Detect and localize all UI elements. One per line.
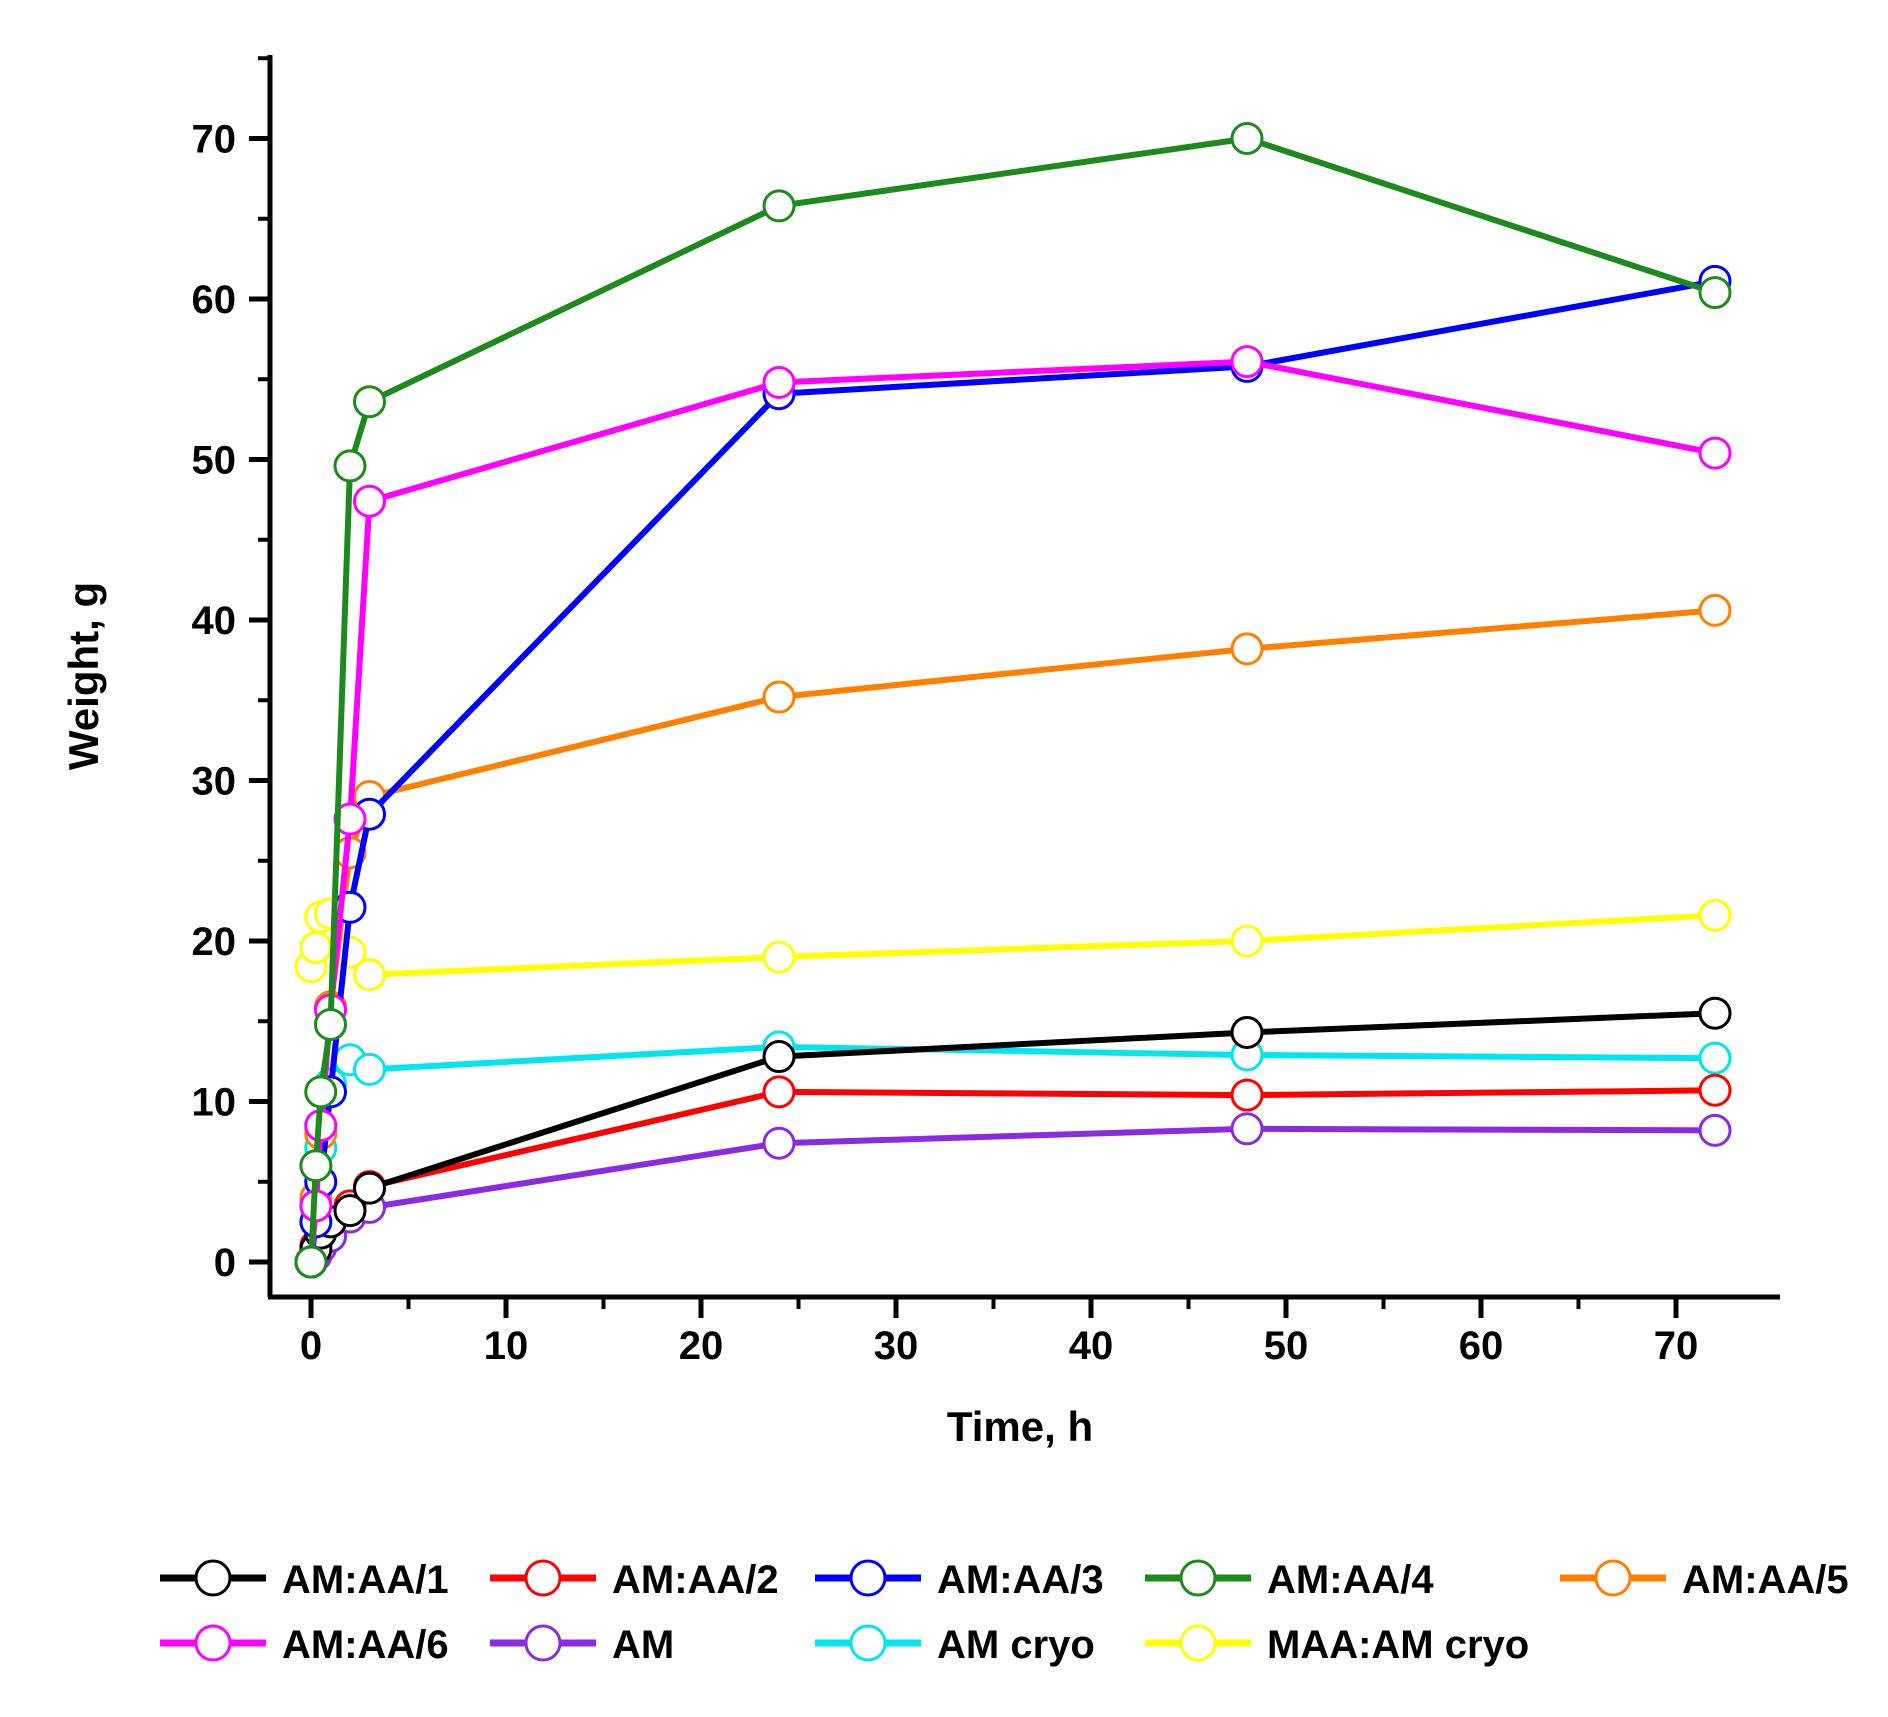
legend-marker-maa-am-cryo: [1179, 1624, 1217, 1662]
legend-item-am-cryo: AM cryo: [815, 1623, 1095, 1667]
data-point-am-aa-1: [353, 1171, 386, 1205]
y-tick-label-10: 10: [192, 1081, 237, 1125]
data-point-am-aa-6: [762, 365, 796, 399]
data-point-am-aa-5: [1230, 632, 1264, 666]
legend-marker-am-aa-2: [524, 1559, 562, 1597]
x-tick-label-20: 20: [679, 1324, 724, 1368]
data-point-maa-am-cryo: [1698, 898, 1732, 932]
legend-item-am-aa-2: AM:AA/2: [490, 1558, 779, 1602]
series-am-aa-2: [294, 1073, 1732, 1279]
legend: AM:AA/1 AM:AA/2 AM:AA/3 AM:AA/4 AM:AA/5 AM:AA…: [160, 1558, 1849, 1667]
data-point-am-aa-4: [353, 385, 386, 419]
legend-label-am-aa-2: AM:AA/2: [612, 1558, 779, 1602]
series-line-am-aa-3: [308, 278, 1716, 1263]
data-point-am-aa-6: [1698, 436, 1732, 470]
x-tick-label-10: 10: [484, 1324, 529, 1368]
data-point-maa-am-cryo: [762, 940, 796, 974]
y-tick-label-70: 70: [192, 118, 237, 162]
data-point-am-aa-2: [1230, 1078, 1264, 1112]
series-am: [294, 1112, 1732, 1279]
series-line-am-aa-2: [308, 1087, 1716, 1263]
legend-marker-am-aa-6: [194, 1624, 232, 1662]
ticks-layer: 0 10 20 30 40 50 60 70 0 10 20 30 40 50 60 70: [192, 56, 1699, 1368]
legend-marker-am-aa-4: [1179, 1559, 1217, 1597]
data-point-maa-am-cryo: [353, 958, 386, 992]
legend-label-am-aa-5: AM:AA/5: [1682, 1558, 1849, 1602]
legend-item-am-aa-6: AM:AA/6: [160, 1623, 449, 1667]
data-point-am-aa-2: [762, 1075, 796, 1109]
data-point-am-aa-4: [294, 1245, 328, 1279]
data-point-am-aa-1: [762, 1040, 796, 1074]
x-tick-label-30: 30: [874, 1324, 919, 1368]
legend-label-maa-am-cryo: MAA:AM cryo: [1267, 1623, 1529, 1667]
legend-label-am-aa-3: AM:AA/3: [937, 1558, 1104, 1602]
x-tick-label-40: 40: [1069, 1324, 1114, 1368]
y-axis-title: Weight, g: [60, 582, 107, 770]
legend-marker-am-aa-5: [1594, 1559, 1632, 1597]
axes-layer: [267, 55, 1780, 1300]
x-tick-label-50: 50: [1264, 1324, 1309, 1368]
legend-item-am-aa-3: AM:AA/3: [815, 1558, 1104, 1602]
series-line-am-aa-5: [308, 607, 1716, 1263]
data-point-am-aa-5: [1698, 593, 1732, 627]
legend-marker-am-aa-3: [849, 1559, 887, 1597]
data-point-am-aa-1: [1698, 996, 1732, 1030]
y-tick-label-20: 20: [192, 920, 237, 964]
data-point-am-aa-6: [353, 484, 386, 518]
series-am-aa-4: [294, 122, 1732, 1279]
legend-label-am-aa-1: AM:AA/1: [282, 1558, 449, 1602]
series-layer: [294, 122, 1732, 1279]
series-line-maa-am-cryo: [308, 910, 1716, 978]
data-point-am-aa-4: [1698, 276, 1732, 310]
y-tick-label-60: 60: [192, 278, 237, 322]
series-maa-am-cryo: [294, 897, 1732, 992]
y-tick-label-40: 40: [192, 599, 237, 643]
data-point-am-aa-4: [304, 1075, 338, 1109]
data-point-am-cryo: [1698, 1041, 1732, 1075]
data-point-am-aa-5: [762, 680, 796, 714]
data-point-maa-am-cryo: [299, 930, 333, 964]
legend-label-am-cryo: AM cryo: [937, 1623, 1095, 1667]
x-tick-label-0: 0: [300, 1324, 322, 1368]
data-point-am-aa-6: [1230, 345, 1264, 379]
data-point-am: [1230, 1112, 1264, 1146]
legend-marker-am-cryo: [849, 1624, 887, 1662]
legend-item-am: AM: [490, 1623, 674, 1667]
data-point-am-aa-4: [299, 1149, 333, 1183]
legend-item-am-aa-4: AM:AA/4: [1145, 1558, 1434, 1602]
legend-marker-am-aa-1: [194, 1559, 232, 1597]
legend-label-am-aa-6: AM:AA/6: [282, 1623, 449, 1667]
y-tick-label-0: 0: [214, 1241, 236, 1285]
legend-label-am: AM: [612, 1623, 674, 1667]
data-point-am-aa-1: [333, 1194, 367, 1228]
legend-marker-am: [524, 1624, 562, 1662]
data-point-am-aa-4: [1230, 122, 1264, 155]
data-point-am-aa-2: [1698, 1073, 1732, 1107]
series-am-aa-5: [294, 593, 1732, 1279]
data-point-am: [1698, 1113, 1732, 1147]
data-point-am-aa-4: [333, 449, 367, 483]
x-tick-label-60: 60: [1459, 1324, 1504, 1368]
data-point-am-cryo: [353, 1052, 386, 1086]
data-point-maa-am-cryo: [1230, 924, 1264, 958]
data-point-am-aa-4: [762, 189, 796, 223]
data-point-am-aa-1: [1230, 1015, 1264, 1049]
data-point-am: [762, 1126, 796, 1160]
legend-item-am-aa-5: AM:AA/5: [1560, 1558, 1849, 1602]
legend-label-am-aa-4: AM:AA/4: [1267, 1558, 1434, 1602]
y-tick-label-50: 50: [192, 439, 237, 483]
legend-item-am-aa-1: AM:AA/1: [160, 1558, 449, 1602]
x-tick-label-70: 70: [1654, 1324, 1699, 1368]
data-point-am-aa-4: [314, 1007, 347, 1041]
series-am-aa-3: [294, 264, 1732, 1279]
x-axis-title: Time, h: [947, 1403, 1093, 1450]
legend-item-maa-am-cryo: MAA:AM cryo: [1145, 1623, 1529, 1667]
y-tick-label-30: 30: [192, 760, 237, 804]
